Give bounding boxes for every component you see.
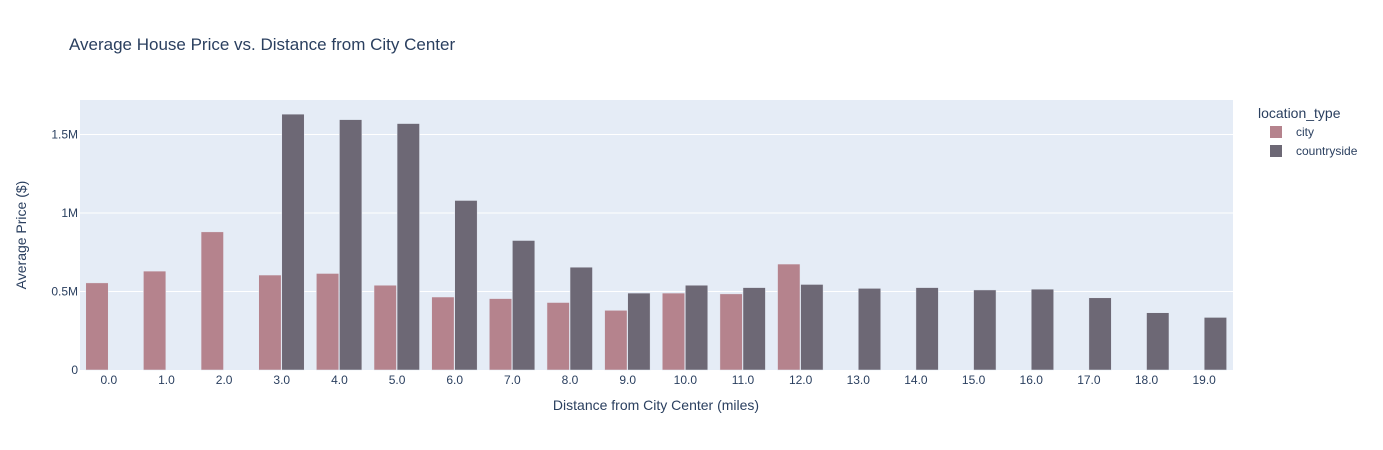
bar-countryside-15.0 bbox=[973, 289, 997, 371]
x-tick-label: 2.0 bbox=[216, 373, 233, 387]
bar-countryside-9.0 bbox=[627, 292, 651, 371]
bar-city-9.0 bbox=[604, 310, 628, 371]
x-tick-label: 8.0 bbox=[562, 373, 579, 387]
x-tick-label: 10.0 bbox=[674, 373, 698, 387]
y-tick-label: 0.5M bbox=[51, 285, 78, 299]
bar-city-2.0 bbox=[200, 231, 224, 371]
bar-countryside-12.0 bbox=[800, 284, 824, 371]
x-tick-label: 11.0 bbox=[732, 373, 755, 387]
bar-city-10.0 bbox=[662, 292, 685, 371]
bar-countryside-7.0 bbox=[512, 240, 536, 371]
bar-countryside-19.0 bbox=[1203, 317, 1227, 371]
x-axis-ticks: 0.0 1.0 2.0 3.0 4.0 5.0 6.0 7.0 8.0 9.0 10.0 11.0 12… bbox=[100, 373, 1216, 387]
bar-countryside-5.0 bbox=[396, 123, 420, 371]
plot-background bbox=[80, 100, 1233, 370]
legend-label-city[interactable]: city bbox=[1296, 125, 1314, 139]
x-tick-label: 14.0 bbox=[904, 373, 928, 387]
x-tick-label: 18.0 bbox=[1135, 373, 1159, 387]
bar-city-12.0 bbox=[777, 263, 801, 371]
x-tick-label: 4.0 bbox=[331, 373, 348, 387]
y-tick-label: 1M bbox=[61, 206, 78, 220]
bar-countryside-8.0 bbox=[569, 266, 593, 371]
bar-countryside-4.0 bbox=[339, 119, 363, 371]
legend-label-countryside[interactable]: countryside bbox=[1296, 144, 1358, 158]
bar-countryside-6.0 bbox=[454, 200, 478, 371]
y-tick-label: 1.5M bbox=[51, 128, 78, 142]
bar-countryside-17.0 bbox=[1088, 297, 1112, 371]
bar-countryside-3.0 bbox=[281, 113, 305, 371]
x-tick-label: 0.0 bbox=[100, 373, 117, 387]
bar-countryside-18.0 bbox=[1146, 312, 1170, 371]
bar-city-5.0 bbox=[373, 284, 397, 371]
legend: location_type city countryside bbox=[1258, 105, 1358, 158]
legend-swatch-countryside[interactable] bbox=[1270, 145, 1282, 157]
legend-swatch-city[interactable] bbox=[1270, 126, 1282, 138]
bar-city-8.0 bbox=[546, 302, 570, 371]
x-tick-label: 9.0 bbox=[619, 373, 636, 387]
x-tick-label: 1.0 bbox=[158, 373, 175, 387]
bar-city-7.0 bbox=[489, 298, 513, 371]
bar-city-11.0 bbox=[719, 293, 743, 371]
bar-countryside-11.0 bbox=[742, 287, 766, 371]
x-tick-label: 6.0 bbox=[446, 373, 463, 387]
x-tick-label: 7.0 bbox=[504, 373, 521, 387]
bar-city-4.0 bbox=[316, 273, 340, 371]
x-tick-label: 13.0 bbox=[847, 373, 871, 387]
x-tick-label: 12.0 bbox=[789, 373, 813, 387]
x-tick-label: 16.0 bbox=[1020, 373, 1044, 387]
y-axis-title: Average Price ($) bbox=[13, 181, 29, 290]
x-tick-label: 17.0 bbox=[1077, 373, 1101, 387]
bar-countryside-16.0 bbox=[1030, 288, 1054, 371]
bar-city-0.0 bbox=[85, 282, 109, 371]
x-axis-title: Distance from City Center (miles) bbox=[553, 397, 759, 413]
x-tick-label: 15.0 bbox=[962, 373, 986, 387]
bars bbox=[85, 113, 1227, 371]
legend-title: location_type bbox=[1258, 105, 1341, 121]
bar-city-6.0 bbox=[431, 296, 455, 371]
x-tick-label: 3.0 bbox=[273, 373, 290, 387]
bar-countryside-14.0 bbox=[915, 287, 939, 371]
x-tick-label: 5.0 bbox=[389, 373, 406, 387]
y-axis-ticks: 0 0.5M 1M 1.5M bbox=[51, 128, 78, 377]
bar-countryside-10.0 bbox=[685, 284, 709, 371]
y-tick-label: 0 bbox=[71, 363, 78, 377]
chart-title: Average House Price vs. Distance from Ci… bbox=[69, 35, 455, 54]
bar-city-3.0 bbox=[258, 274, 282, 371]
bar-city-1.0 bbox=[143, 270, 167, 371]
legend-items: city countryside bbox=[1270, 125, 1358, 158]
bar-countryside-13.0 bbox=[858, 288, 881, 371]
x-tick-label: 19.0 bbox=[1192, 373, 1216, 387]
